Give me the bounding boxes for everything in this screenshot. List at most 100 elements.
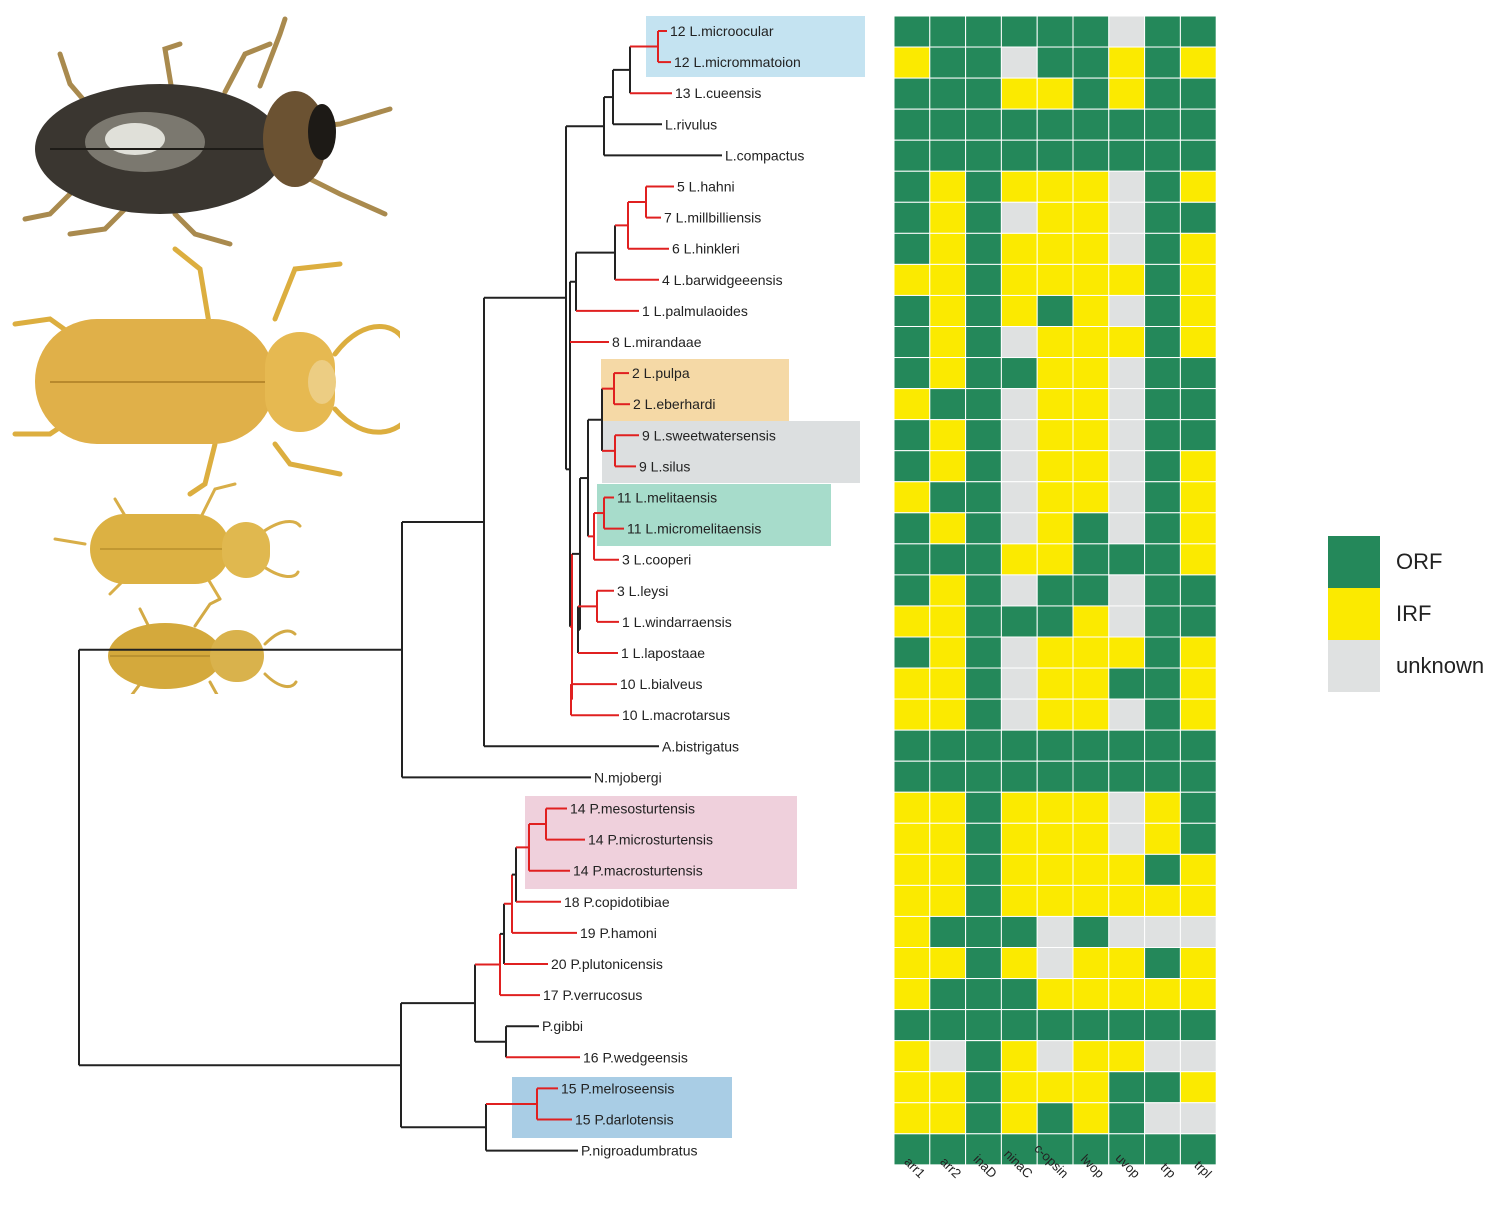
heatmap-cell — [929, 884, 967, 917]
heatmap-cell — [1108, 357, 1146, 390]
heatmap-cell — [965, 232, 1002, 265]
heatmap-cell — [893, 419, 931, 452]
heatmap-cell — [1036, 574, 1074, 607]
tip-label: 17 P.verrucosus — [543, 987, 642, 1003]
clade-highlights — [512, 16, 865, 1138]
clade-highlight-melitaensis-clade — [597, 484, 831, 546]
heatmap-cells — [893, 15, 1217, 1166]
heatmap-cell — [893, 263, 931, 296]
heatmap-cell — [965, 201, 1002, 234]
heatmap-cell — [1144, 760, 1181, 793]
heatmap-cell — [1179, 263, 1217, 296]
heatmap-cell — [1072, 294, 1110, 328]
dark-diving-beetle-icon — [22, 16, 393, 247]
heatmap-cell — [893, 822, 931, 855]
heatmap-cell — [1072, 884, 1110, 917]
heatmap-cell — [1179, 108, 1217, 141]
heatmap-cell — [893, 605, 931, 638]
heatmap-cell — [1144, 978, 1181, 1011]
heatmap-cell — [929, 388, 967, 421]
heatmap-cell — [1179, 853, 1217, 886]
heatmap-cell — [1144, 915, 1181, 949]
heatmap-cell — [965, 1102, 1002, 1135]
heatmap-cell — [1036, 419, 1074, 452]
heatmap-cell — [1036, 108, 1074, 141]
heatmap-cell — [929, 419, 967, 452]
heatmap-cell — [893, 698, 931, 731]
heatmap-cell — [1072, 667, 1110, 700]
heatmap-cell — [1108, 481, 1146, 514]
heatmap-cell — [1144, 543, 1181, 576]
heatmap-cell — [893, 232, 931, 265]
tip-label: 20 P.plutonicensis — [551, 956, 663, 972]
heatmap-cell — [929, 853, 967, 886]
heatmap-cell — [1179, 15, 1217, 48]
heatmap-cell — [1144, 512, 1181, 545]
heatmap-cell — [1179, 574, 1217, 607]
heatmap-cell — [965, 1133, 1002, 1166]
legend-label-orf: ORF — [1396, 549, 1443, 574]
heatmap-cell — [1108, 915, 1146, 949]
tip-label: 3 L.cooperi — [622, 552, 691, 568]
heatmap-cell — [1036, 978, 1074, 1011]
heatmap-cell — [893, 1009, 931, 1042]
tip-label: 3 L.leysi — [617, 583, 668, 599]
heatmap-cell — [965, 978, 1002, 1011]
heatmap-cell — [1179, 77, 1217, 110]
heatmap-cell — [1108, 46, 1146, 79]
heatmap-cell — [1036, 139, 1074, 172]
heatmap-cell — [965, 543, 1002, 576]
heatmap-cell — [1000, 294, 1038, 328]
heatmap-cell — [1108, 1009, 1146, 1042]
legend-item-irf: IRF — [1328, 588, 1492, 640]
heatmap-cell — [1179, 294, 1217, 328]
tip-label: P.nigroadumbratus — [581, 1143, 697, 1159]
heatmap-cell — [1108, 853, 1146, 886]
clade-highlight-sturtensis-clade — [525, 796, 797, 889]
heatmap-cell — [1179, 698, 1217, 731]
heatmap-cell — [1036, 1071, 1074, 1104]
tip-label: A.bistrigatus — [662, 738, 739, 754]
heatmap-cell — [929, 978, 967, 1011]
heatmap-cell — [1108, 667, 1146, 700]
heatmap-cell — [965, 574, 1002, 607]
heatmap-cell — [1108, 947, 1146, 980]
heatmap-cell — [1144, 139, 1181, 172]
tip-labels: 12 L.microocular 12 L.micrommatoion 13 L.c… — [542, 23, 804, 1159]
heatmap-cell — [929, 1009, 967, 1042]
heatmap-cell — [1108, 139, 1146, 172]
heatmap-cell — [1108, 1102, 1146, 1135]
heatmap-cell — [965, 1040, 1002, 1073]
heatmap-cell — [1000, 77, 1038, 110]
heatmap-cell — [1000, 388, 1038, 421]
heatmap-cell — [1036, 760, 1074, 793]
tip-label: 1 L.windarraensis — [622, 614, 732, 630]
heatmap-cell — [1072, 512, 1110, 545]
heatmap-cell — [965, 605, 1002, 638]
heatmap-cell — [965, 698, 1002, 731]
heatmap-cell — [1108, 15, 1146, 48]
heatmap-cell — [1072, 574, 1110, 607]
heatmap-cell — [1144, 1040, 1181, 1073]
heatmap-cell — [1144, 667, 1181, 700]
heatmap-cell — [1108, 326, 1146, 359]
heatmap-cell — [1000, 853, 1038, 886]
heatmap-cell — [929, 760, 967, 793]
heatmap-cell — [893, 543, 931, 576]
heatmap-cell — [1144, 853, 1181, 886]
clade-highlight-sweetwatersensis-clade — [602, 421, 860, 483]
heatmap-cell — [1036, 232, 1074, 265]
heatmap-cell — [965, 294, 1002, 328]
heatmap-cell — [929, 357, 967, 390]
tip-label: P.gibbi — [542, 1018, 583, 1034]
heatmap-cell — [1108, 294, 1146, 328]
heatmap-cell — [1108, 170, 1146, 203]
heatmap-cell — [1000, 1071, 1038, 1104]
phylogenetic-tree: 12 L.microocular 12 L.micrommatoion 13 L.c… — [78, 16, 865, 1159]
heatmap-cell — [1144, 791, 1181, 824]
heatmap-cell — [1072, 605, 1110, 638]
heatmap-cell — [1144, 15, 1181, 48]
heatmap-cell — [1108, 760, 1146, 793]
heatmap-cell — [1072, 232, 1110, 265]
heatmap-cell — [1108, 978, 1146, 1011]
